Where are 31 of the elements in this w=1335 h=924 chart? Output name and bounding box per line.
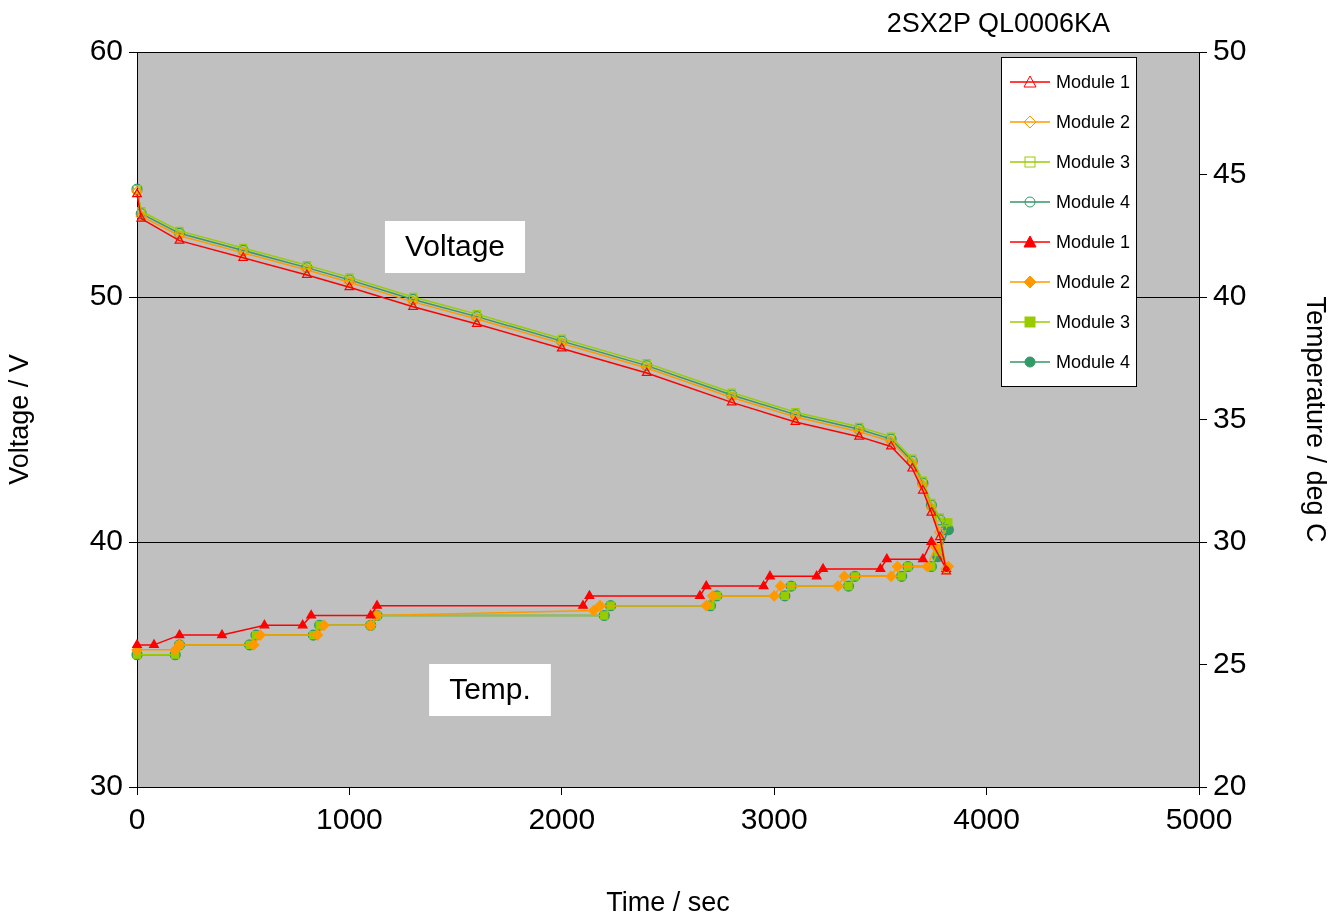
y-tick-label: 60 (89, 33, 123, 67)
y-tick-label: 30 (89, 768, 123, 802)
y2-tick-label: 25 (1213, 645, 1247, 679)
y-tick-label: 50 (89, 278, 123, 312)
legend-label: Module 2 (1056, 271, 1131, 293)
y-axis-title: Voltage / V (3, 354, 34, 485)
annotation: Temp. (449, 672, 531, 706)
y2-tick-label: 40 (1213, 278, 1247, 312)
x-tick-label: 0 (128, 802, 146, 836)
y2-tick-label: 35 (1213, 400, 1247, 434)
y2-tick-label: 50 (1213, 33, 1247, 67)
x-tick-label: 3000 (740, 802, 808, 836)
x-tick-label: 5000 (1165, 802, 1233, 836)
legend-label: Module 1 (1056, 231, 1131, 253)
x-axis-title: Time / sec (606, 887, 730, 918)
x-tick-label: 4000 (953, 802, 1020, 836)
x-tick-label: 2000 (528, 802, 596, 836)
legend-label: Module 2 (1056, 111, 1131, 133)
legend-label: Module 3 (1056, 151, 1131, 173)
y2-tick-label: 20 (1213, 768, 1247, 802)
y2-axis-title: Temperature / deg C (1301, 296, 1332, 543)
annotation: Voltage (404, 229, 506, 263)
legend-label: Module 4 (1056, 191, 1131, 213)
y-tick-label: 40 (89, 523, 123, 557)
legend-label: Module 4 (1056, 351, 1131, 373)
chart-title: 2SX2P QL0006KA (886, 8, 1110, 39)
legend-label: Module 3 (1056, 311, 1131, 333)
legend-label: Module 1 (1056, 71, 1131, 93)
y2-tick-label: 45 (1213, 155, 1247, 189)
x-tick-label: 1000 (316, 802, 383, 836)
y2-tick-label: 30 (1213, 523, 1247, 557)
